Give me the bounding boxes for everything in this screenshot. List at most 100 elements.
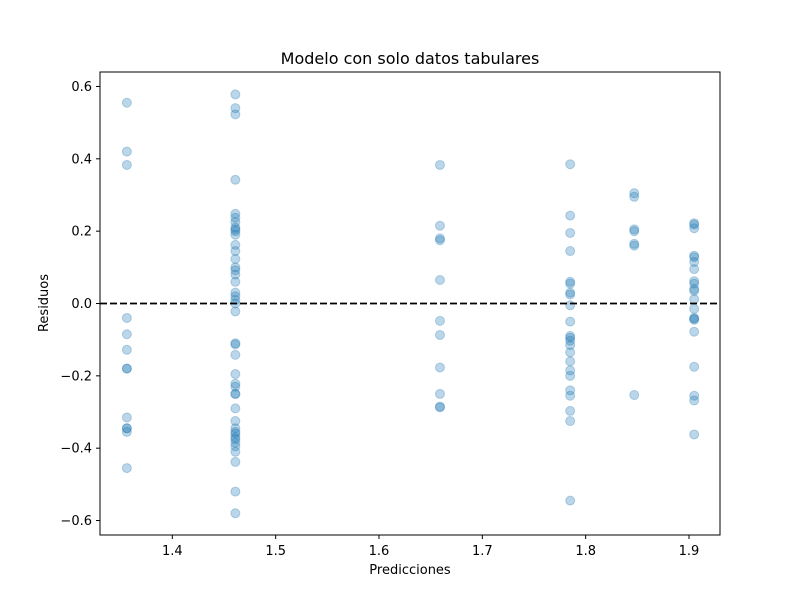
scatter-point xyxy=(565,390,576,401)
scatter-point xyxy=(434,329,445,340)
scatter-point xyxy=(230,369,241,380)
scatter-point xyxy=(230,222,241,233)
scatter-point xyxy=(230,239,241,250)
scatter-point xyxy=(689,219,700,230)
x-axis-label: Predicciones xyxy=(369,563,451,578)
scatter-point xyxy=(230,486,241,497)
scatter-point xyxy=(565,300,576,311)
scatter-point xyxy=(689,390,700,401)
scatter-point xyxy=(230,441,241,452)
y-tick-label: −0.2 xyxy=(60,369,92,384)
scatter-point xyxy=(230,426,241,437)
scatter-point xyxy=(121,463,132,474)
scatter-point xyxy=(689,278,700,289)
scatter-point xyxy=(565,276,576,287)
scatter-point xyxy=(121,312,132,323)
scatter-point xyxy=(230,434,241,445)
scatter-point xyxy=(629,390,640,401)
scatter-point xyxy=(689,361,700,372)
scatter-point xyxy=(230,224,241,235)
scatter-point xyxy=(230,103,241,114)
scatter-point xyxy=(230,291,241,302)
scatter-point xyxy=(629,238,640,249)
scatter-point xyxy=(565,405,576,416)
scatter-point xyxy=(230,269,241,280)
scatter-point xyxy=(230,446,241,457)
scatter-point xyxy=(689,303,700,314)
y-tick-label: 0.0 xyxy=(71,297,92,312)
scatter-point xyxy=(565,347,576,358)
x-axis-ticks: 1.4 1.5 1.6 1.7 1.8 1.9 xyxy=(162,535,699,559)
scatter-point xyxy=(230,349,241,360)
scatter-point xyxy=(230,338,241,349)
scatter-point xyxy=(689,313,700,324)
scatter-point xyxy=(230,276,241,287)
scatter-point xyxy=(565,227,576,238)
scatter-point xyxy=(230,339,241,350)
scatter-point xyxy=(230,208,241,219)
scatter-point xyxy=(565,332,576,343)
y-tick-label: 0.4 xyxy=(71,152,92,167)
x-tick-label: 1.4 xyxy=(162,544,183,559)
scatter-point xyxy=(230,226,241,237)
scatter-point xyxy=(565,340,576,351)
scatter-point xyxy=(230,109,241,120)
scatter-point xyxy=(121,329,132,340)
scatter-point xyxy=(629,188,640,199)
scatter-point xyxy=(565,495,576,506)
scatter-point xyxy=(629,224,640,235)
scatter-point xyxy=(689,429,700,440)
scatter-point xyxy=(434,388,445,399)
scatter-point xyxy=(434,159,445,170)
scatter-point xyxy=(230,378,241,389)
scatter-point xyxy=(565,385,576,396)
scatter-point xyxy=(434,274,445,285)
scatter-point xyxy=(121,423,132,434)
scatter-point xyxy=(230,388,241,399)
y-tick-label: −0.4 xyxy=(60,442,92,457)
y-axis-label: Residuos xyxy=(37,274,52,332)
x-tick-label: 1.5 xyxy=(265,544,286,559)
scatter-point xyxy=(121,146,132,157)
x-tick-label: 1.8 xyxy=(575,544,596,559)
scatter-point xyxy=(230,246,241,257)
scatter-point xyxy=(434,362,445,373)
scatter-point xyxy=(689,326,700,337)
scatter-point xyxy=(689,294,700,305)
scatter-point xyxy=(121,159,132,170)
scatter-point xyxy=(230,229,241,240)
scatter-point xyxy=(565,370,576,381)
scatter-point xyxy=(230,388,241,399)
scatter-point xyxy=(565,316,576,327)
scatter-point xyxy=(565,246,576,257)
scatter-point xyxy=(230,174,241,185)
scatter-point xyxy=(565,289,576,300)
scatter-point xyxy=(629,191,640,202)
scatter-point xyxy=(629,240,640,251)
x-tick-label: 1.6 xyxy=(369,544,390,559)
scatter-point xyxy=(230,306,241,317)
scatter-point xyxy=(565,335,576,346)
scatter-point xyxy=(230,381,241,392)
scatter-point xyxy=(121,97,132,108)
scatter-point xyxy=(434,220,445,231)
scatter-point xyxy=(689,312,700,323)
scatter-point xyxy=(434,402,445,413)
scatter-point xyxy=(230,456,241,467)
scatter-point xyxy=(230,265,241,276)
x-tick-label: 1.7 xyxy=(472,544,493,559)
y-axis-ticks: 0.6 0.4 0.2 0.0 −0.2 −0.4 −0.6 xyxy=(60,80,100,529)
scatter-point xyxy=(230,262,241,273)
scatter-point xyxy=(689,250,700,261)
scatter-point xyxy=(230,403,241,414)
scatter-point xyxy=(230,254,241,265)
scatter-point xyxy=(121,426,132,437)
scatter-point xyxy=(230,437,241,448)
scatter-point xyxy=(434,315,445,326)
scatter-point xyxy=(689,276,700,287)
scatter-point xyxy=(434,233,445,244)
scatter-point xyxy=(689,314,700,325)
